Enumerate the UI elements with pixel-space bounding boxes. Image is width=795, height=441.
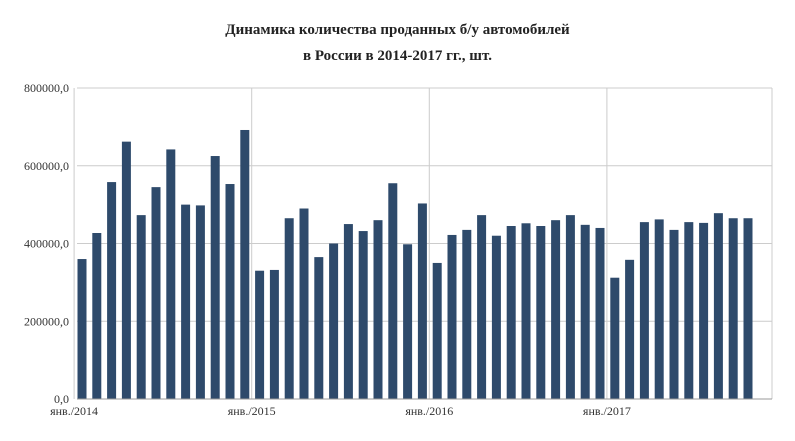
bar (669, 229, 679, 399)
bar (551, 220, 561, 399)
bar (92, 233, 102, 399)
y-tick-label: 800000,0 (24, 81, 69, 95)
bar (536, 226, 546, 399)
bar (521, 223, 531, 399)
bar (269, 269, 279, 399)
bar (699, 222, 709, 399)
x-tick-label: янв./2017 (583, 404, 631, 418)
bar (684, 222, 694, 399)
chart-title-line-1: Динамика количества проданных б/у автомо… (225, 22, 570, 38)
bar (610, 277, 620, 399)
bar (477, 215, 487, 399)
bar (417, 203, 427, 399)
bar (225, 184, 235, 399)
y-tick-label: 600000,0 (24, 159, 69, 173)
bar (181, 204, 191, 399)
bar (121, 141, 131, 399)
bar (728, 218, 738, 399)
bar (343, 224, 353, 399)
bar (565, 215, 575, 399)
bar (462, 229, 472, 399)
bar (639, 222, 649, 399)
bar (625, 259, 635, 399)
bar (77, 259, 87, 399)
bar (166, 149, 176, 399)
bar (373, 220, 383, 399)
chart-title-line-2: в России в 2014-2017 гг., шт. (303, 48, 492, 64)
x-tick-label: янв./2016 (405, 404, 453, 418)
bar (107, 182, 117, 399)
bar (506, 226, 516, 399)
bar (580, 224, 590, 399)
bar (654, 219, 664, 399)
x-tick-label: янв./2015 (228, 404, 276, 418)
bar (432, 262, 442, 399)
bar (388, 183, 398, 399)
bar (329, 243, 339, 399)
bar (713, 213, 723, 399)
y-tick-label: 400000,0 (24, 237, 69, 251)
y-tick-label: 0,0 (54, 392, 69, 406)
bar (151, 187, 161, 399)
bar (195, 205, 205, 399)
y-tick-label: 200000,0 (24, 314, 69, 328)
x-tick-label: янв./2014 (50, 404, 98, 418)
bar (136, 215, 146, 399)
bar (284, 218, 294, 399)
bar (491, 235, 501, 399)
bar (299, 208, 309, 399)
bar (240, 129, 250, 400)
bar (358, 231, 368, 399)
bar (447, 234, 457, 399)
bar (743, 218, 753, 399)
bar (210, 156, 220, 399)
bar (403, 244, 413, 399)
bar (314, 257, 324, 399)
bar (595, 227, 605, 399)
bar (255, 270, 265, 399)
